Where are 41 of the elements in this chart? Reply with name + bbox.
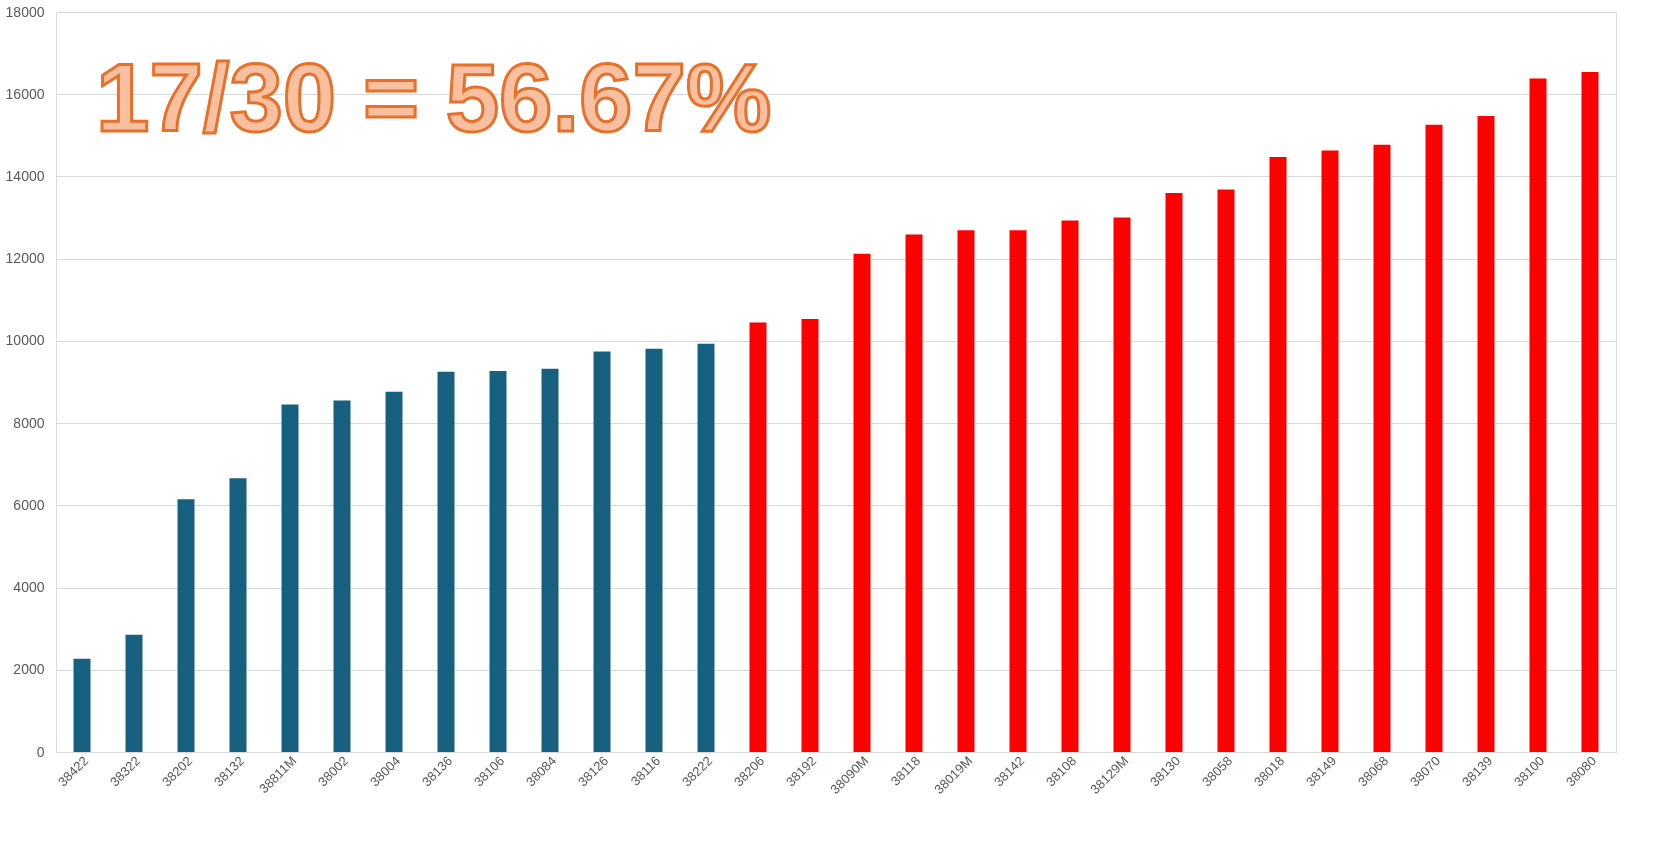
bar: [1581, 72, 1599, 752]
y-tick-label: 2000: [13, 661, 45, 678]
bar: [1009, 230, 1027, 752]
bar: [125, 634, 143, 752]
y-tick-label: 16000: [5, 85, 45, 102]
bar: [749, 322, 767, 752]
bar: [385, 391, 403, 752]
y-tick-label: 4000: [13, 579, 45, 596]
bar: [281, 404, 299, 752]
bar: [1477, 116, 1495, 752]
bar: [801, 319, 819, 752]
bar: [1321, 150, 1339, 752]
y-tick-label: 14000: [5, 167, 45, 184]
bar: [697, 343, 715, 752]
bar: [1373, 144, 1391, 752]
bar: [1061, 220, 1079, 752]
bar: [957, 230, 975, 752]
bar: [333, 400, 351, 752]
bar: [489, 370, 507, 752]
bar: [1165, 192, 1183, 752]
bar: [645, 348, 663, 752]
bar: [905, 234, 923, 752]
bar: [1113, 217, 1131, 752]
bar: [1529, 78, 1547, 752]
bar: [1217, 189, 1235, 752]
bar: [229, 478, 247, 752]
bar: [1425, 124, 1443, 752]
y-tick-label: 12000: [5, 250, 45, 267]
bar: [437, 371, 455, 752]
y-tick-label: 6000: [13, 496, 45, 513]
bar: [593, 351, 611, 752]
annotation: 17/30 = 56.67%: [96, 44, 772, 151]
bar: [1269, 157, 1287, 752]
y-tick-label: 8000: [13, 414, 45, 431]
bar: [177, 499, 195, 752]
bar: [73, 658, 91, 752]
y-tick-label: 18000: [5, 3, 45, 20]
bar: [541, 368, 559, 752]
bar: [853, 253, 871, 752]
y-tick-label: 10000: [5, 332, 45, 349]
y-tick-label: 0: [36, 743, 45, 760]
